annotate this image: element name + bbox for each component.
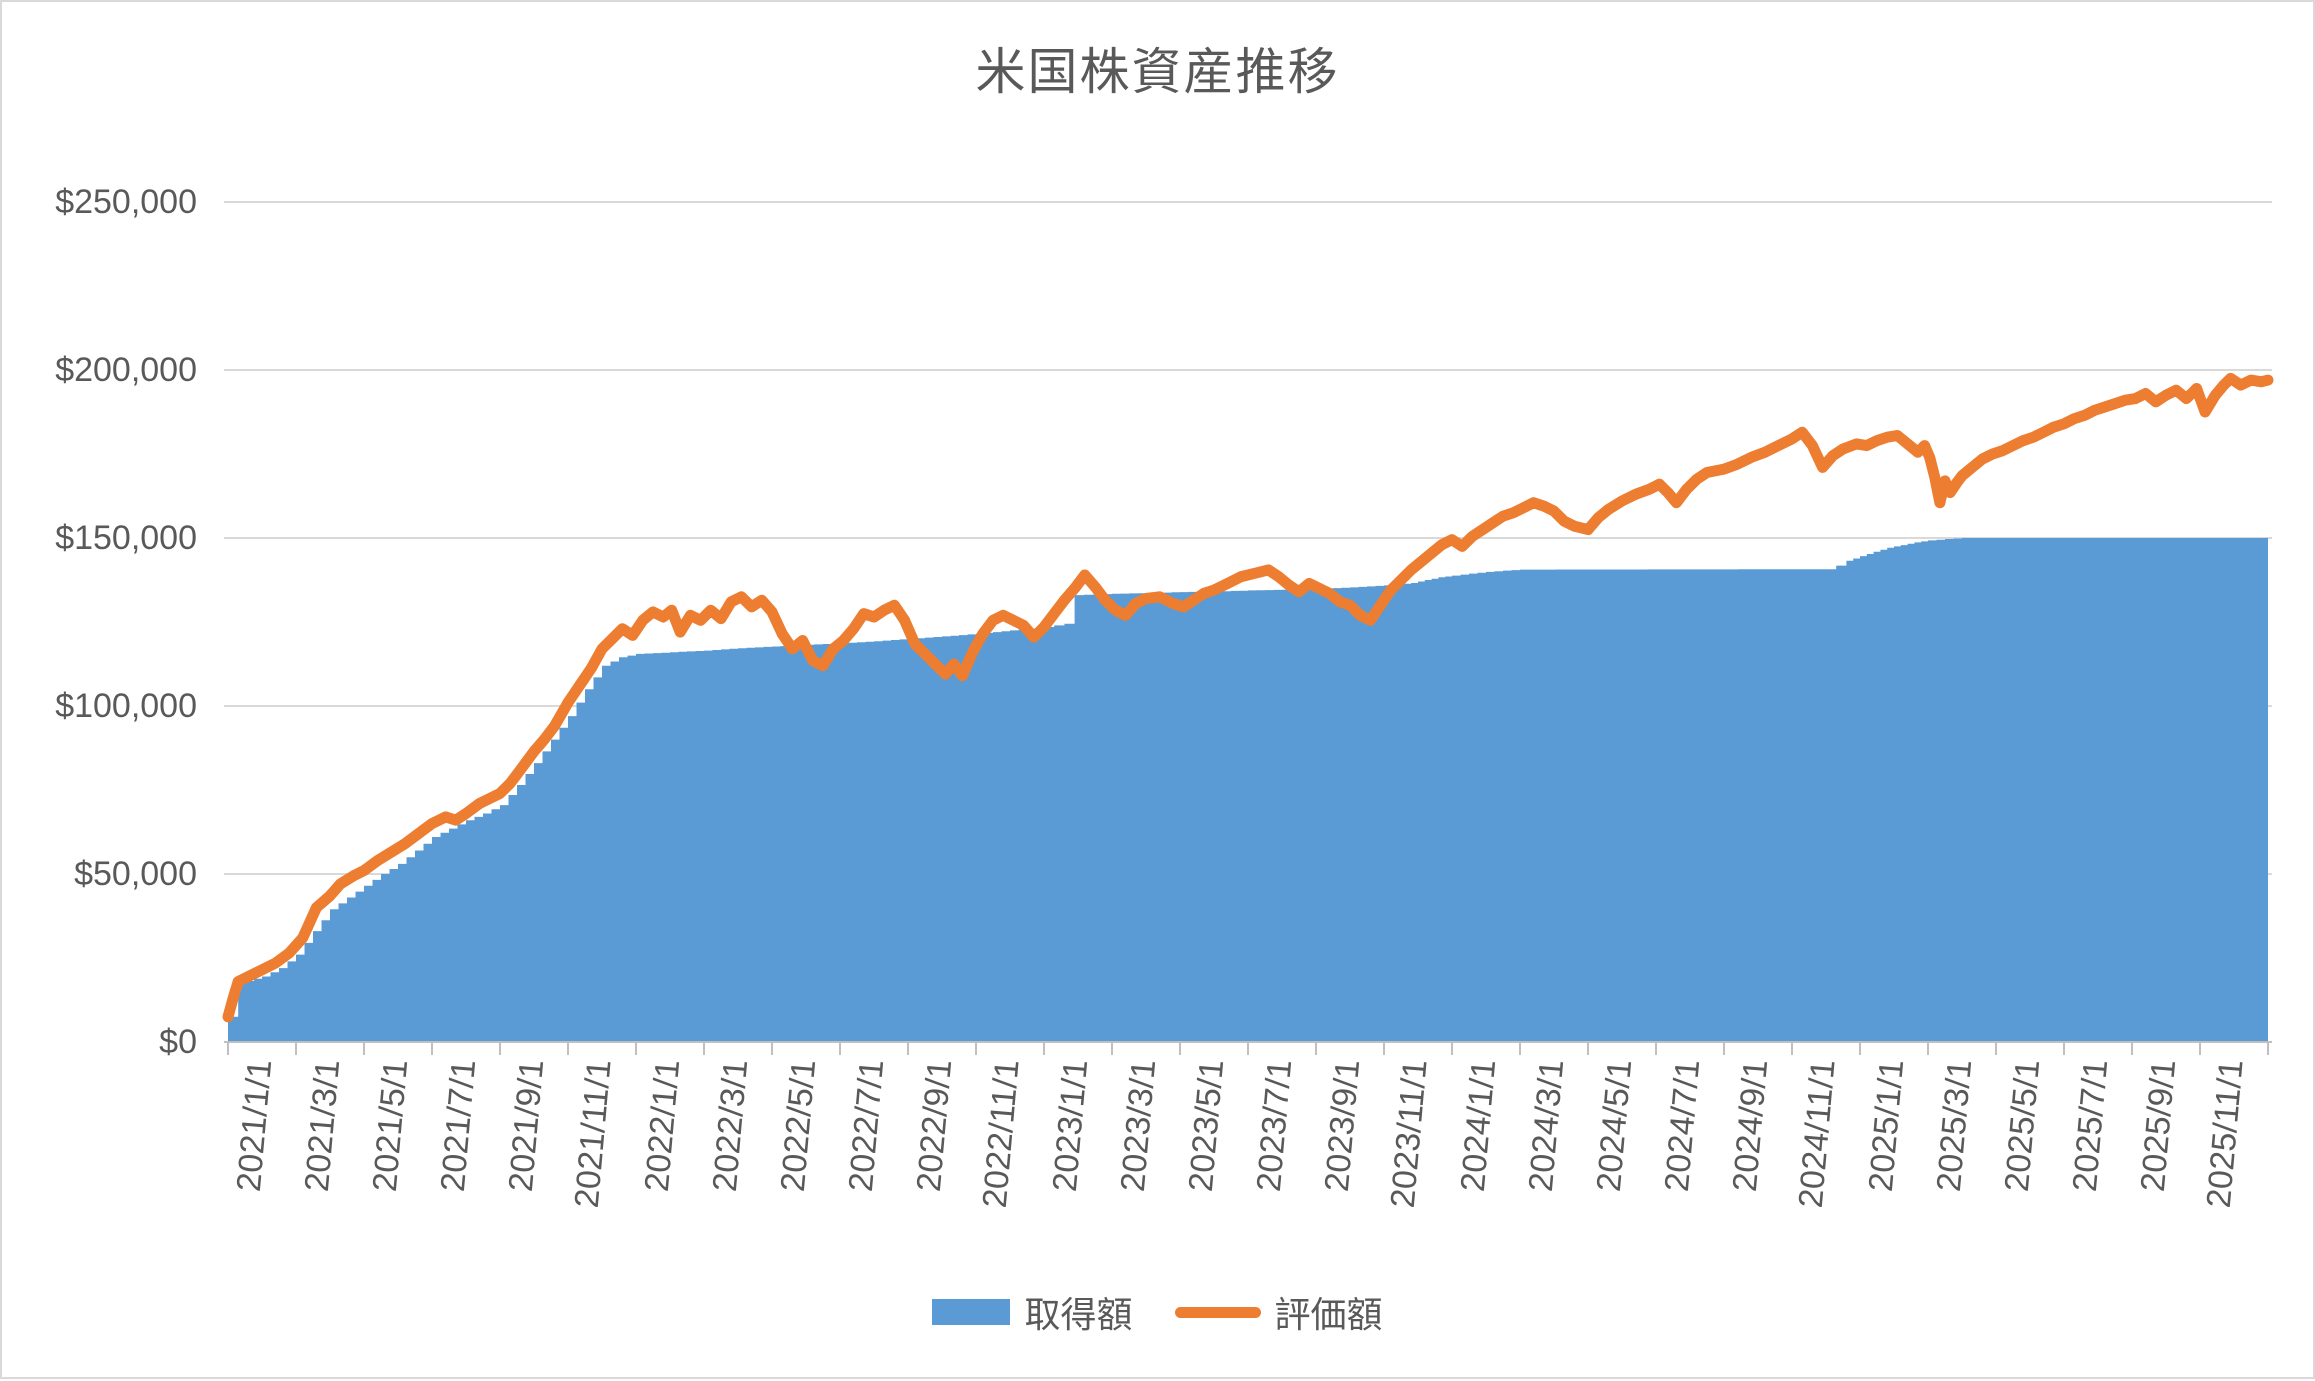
legend-label-acquisition: 取得額 [1024, 1294, 1133, 1335]
legend-label-valuation: 評価額 [1274, 1294, 1383, 1335]
y-axis-label: $50,000 [74, 855, 197, 893]
chart-title: 米国株資産推移 [975, 44, 1340, 100]
y-axis-label: $0 [159, 1023, 197, 1061]
acquisition-area-swatch-icon [932, 1299, 1011, 1325]
legend: 取得額 評価額 [2, 1286, 2313, 1338]
y-axis-label: $200,000 [55, 351, 197, 389]
y-axis-label: $250,000 [55, 183, 197, 221]
y-axis-label: $150,000 [55, 519, 197, 557]
legend-item-acquisition: 取得額 [932, 1286, 1133, 1338]
valuation-line [222, 372, 2274, 1023]
acquisition-area [228, 538, 2268, 1042]
legend-item-valuation: 評価額 [1174, 1286, 1383, 1338]
valuation-line-swatch-icon [1174, 1306, 1261, 1318]
y-axis-label: $100,000 [55, 687, 197, 725]
